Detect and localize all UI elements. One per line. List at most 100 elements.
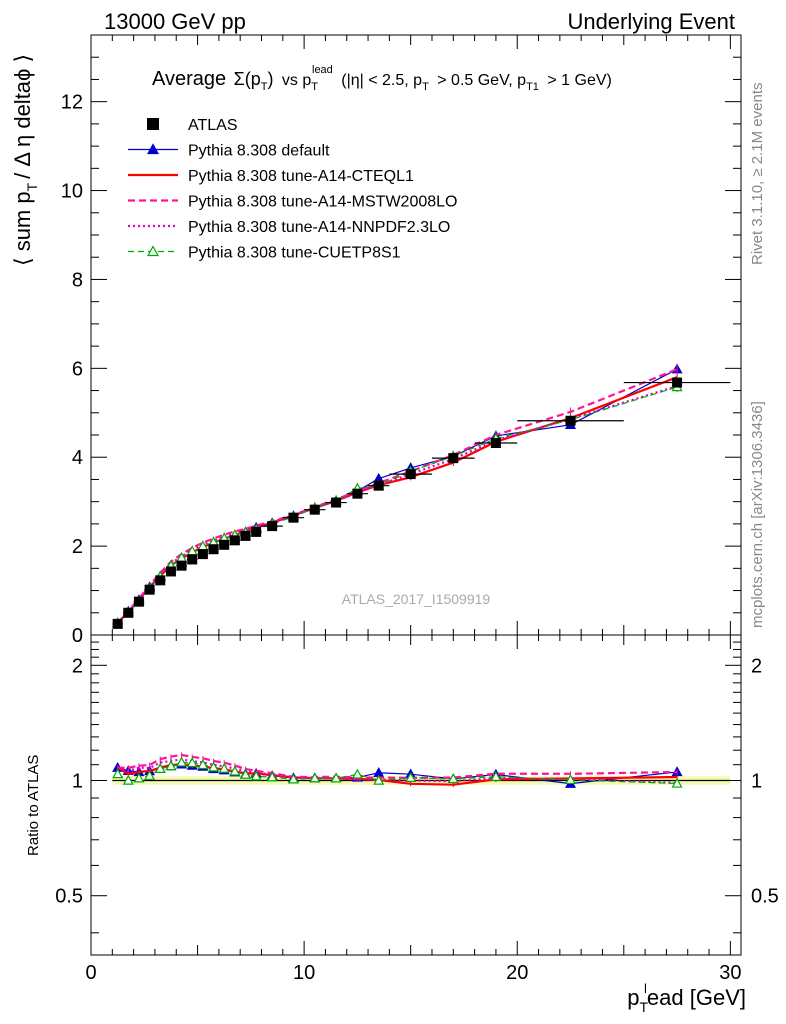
title-cut3: > 1 GeV): [547, 72, 611, 89]
y-label-sub: T: [24, 182, 40, 191]
series-ratio-marker: [266, 771, 278, 782]
analysis-watermark: ATLAS_2017_I1509919: [342, 591, 491, 607]
y-tick-label: 10: [61, 181, 83, 203]
x-tick-label: 10: [293, 962, 315, 984]
series-ratio-marker: [229, 765, 241, 776]
data-point: [123, 607, 134, 618]
legend-marker: [147, 118, 159, 130]
legend-label: ATLAS: [188, 117, 238, 134]
ratio-tick-label-right: 0.5: [751, 886, 779, 908]
legend-marker: [146, 143, 160, 155]
series-line-main: [116, 385, 678, 624]
data-point: [112, 618, 123, 629]
legend: ATLAS Pythia 8.308 default Pythia 8.308 tu…: [128, 117, 457, 262]
data-point: [219, 539, 230, 550]
data-point: [373, 480, 384, 491]
ratio-tick-label: 2: [72, 655, 83, 677]
title-sub-t3: T: [422, 81, 429, 93]
header-right: Underlying Event: [567, 9, 735, 34]
x-label-sup: l: [644, 981, 647, 996]
ratio-tick-label: 0.5: [55, 886, 83, 908]
data-point: [331, 497, 342, 508]
data-point: [672, 377, 683, 388]
data-point: [155, 575, 166, 586]
series-ratio-marker: [373, 774, 385, 785]
y-tick-label: 2: [72, 536, 83, 558]
series-ratio-marker: [287, 773, 299, 784]
series-ratio-marker: [197, 759, 209, 770]
legend-marker: [146, 245, 160, 257]
data-point: [197, 549, 208, 560]
title-sub-t2: T: [311, 81, 318, 93]
x-tick-label: 20: [506, 962, 528, 984]
data-point: [187, 554, 198, 565]
data-point: [352, 488, 363, 499]
data-point: [448, 453, 459, 464]
series-line-main: [117, 386, 678, 624]
series-ratio-marker: [208, 761, 220, 772]
title-cut2: > 0.5 GeV, p: [437, 72, 526, 89]
y-axis-label: ⟨ sum pT / Δ η deltaϕ ⟩: [10, 54, 40, 266]
data-point: [288, 512, 299, 523]
series-line-main: [116, 376, 678, 624]
legend-label: Pythia 8.308 default: [188, 143, 330, 160]
title-vs: vs p: [282, 72, 311, 89]
y-label-a: ⟨ sum p: [10, 191, 35, 266]
series-ratio-marker: [239, 768, 252, 779]
series-line-main: [117, 368, 678, 624]
title-cut1: (|η| < 2.5, p: [341, 72, 422, 89]
x-label-a: p: [627, 985, 639, 1010]
ratio-plot-area: 0 10 20 30 0.5 0.5 1 1 2 2: [55, 634, 779, 984]
series-ratio-marker: [133, 772, 145, 783]
legend-label: Pythia 8.308 tune-A14-CTEQL1: [188, 168, 414, 185]
title-sigma: Σ(p: [234, 69, 261, 89]
x-tick-label: 0: [85, 962, 96, 984]
data-point: [208, 544, 219, 555]
series-ratio-marker: [671, 777, 683, 788]
series-ratio-marker: [405, 772, 417, 782]
ratio-frame: [90, 634, 742, 956]
series-line-main: [116, 368, 678, 624]
data-point: [133, 596, 144, 607]
y-tick-label: 0: [72, 625, 83, 647]
series-ratio-marker: [330, 772, 342, 783]
y-label-b: / Δ η deltaϕ ⟩: [10, 54, 35, 179]
ratio-tick-label-right: 2: [751, 655, 762, 677]
rivet-label: Rivet 3.1.10, ≥ 2.1M events: [749, 83, 766, 266]
title-close: ): [267, 69, 273, 89]
header-left: 13000 GeV pp: [104, 9, 246, 34]
ratio-y-label: Ratio to ATLAS: [25, 755, 42, 856]
mcplots-label: mcplots.cern.ch [arXiv:1306.3436]: [749, 401, 766, 628]
legend-label: Pythia 8.308 tune-A14-MSTW2008LO: [188, 194, 457, 211]
series-ratio-marker: [176, 756, 188, 767]
series-ratio-marker: [309, 772, 321, 783]
data-point: [229, 535, 240, 546]
data-point: [251, 526, 262, 537]
x-label-b: ead [GeV]: [647, 985, 746, 1010]
title-average: Average: [152, 68, 226, 90]
title-sub-t1: T: [261, 81, 268, 93]
data-point: [267, 521, 278, 532]
title-sub-t4: T1: [526, 81, 539, 93]
ratio-tick-label-right: 1: [751, 771, 762, 793]
series-ratio-marker: [447, 773, 459, 784]
legend-label: Pythia 8.308 tune-A14-NNPDF2.3LO: [188, 219, 450, 236]
series-ratio-marker: [218, 762, 230, 773]
y-tick-label: 12: [61, 92, 83, 114]
series-ratio-marker: [186, 757, 198, 768]
y-tick-label: 8: [72, 269, 83, 291]
title-sup-lead: lead: [312, 64, 333, 76]
ratio-tick-label: 1: [72, 771, 83, 793]
x-tick-label: 30: [719, 962, 741, 984]
series-ratio-marker: [122, 774, 134, 785]
data-point: [565, 415, 576, 426]
series-ratio-marker: [250, 770, 262, 781]
data-point: [176, 560, 187, 571]
series-ratio-marker: [112, 768, 124, 779]
series-ratio-marker: [564, 774, 577, 785]
x-axis-label: pTlead [GeV]: [627, 981, 746, 1015]
data-point: [490, 438, 501, 448]
chart-title: Average Σ(pT) vs pTlead (|η| < 2.5, pT >…: [152, 60, 612, 94]
